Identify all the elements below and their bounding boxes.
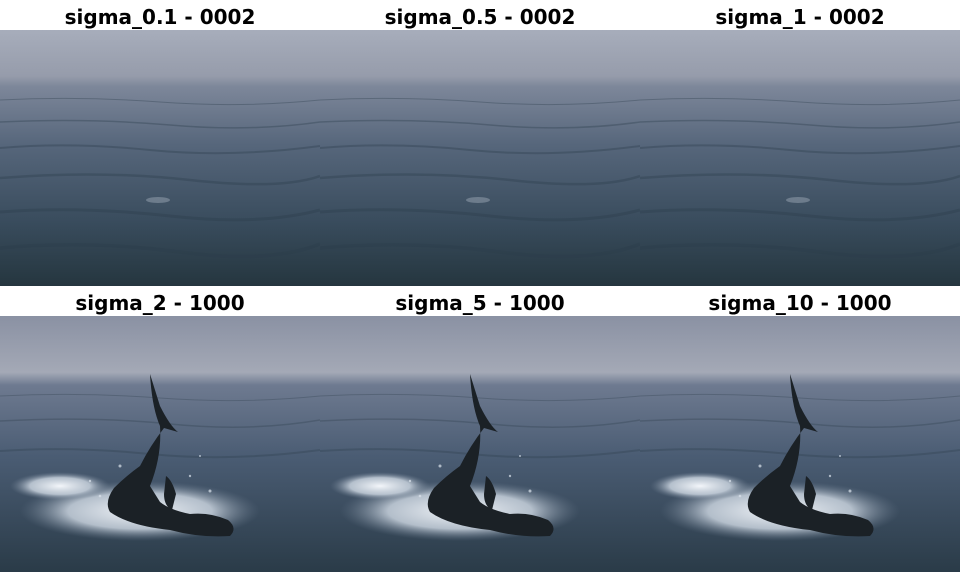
panel-3: sigma_1 - 0002 [640, 0, 960, 286]
panel-6: sigma_10 - 1000 [640, 286, 960, 572]
panel-title: sigma_2 - 1000 [75, 291, 245, 315]
ocean-image [0, 30, 320, 286]
panel-2: sigma_0.5 - 0002 [320, 0, 640, 286]
panel-title: sigma_5 - 1000 [395, 291, 565, 315]
panel-4: sigma_2 - 1000 [0, 286, 320, 572]
shark-silhouette [427, 374, 554, 537]
panel-5: sigma_5 - 1000 [320, 286, 640, 572]
panel-1: sigma_0.1 - 0002 [0, 0, 320, 286]
ocean-image [320, 30, 640, 286]
shark-silhouette [107, 374, 234, 537]
shark-image [0, 316, 320, 572]
panel-title: sigma_1 - 0002 [715, 5, 885, 29]
shark-image [640, 316, 960, 572]
panel-title: sigma_10 - 1000 [708, 291, 892, 315]
panel-title: sigma_0.1 - 0002 [64, 5, 256, 29]
shark-image [320, 316, 640, 572]
panel-title: sigma_0.5 - 0002 [384, 5, 576, 29]
ocean-image [640, 30, 960, 286]
shark-silhouette [747, 374, 874, 537]
